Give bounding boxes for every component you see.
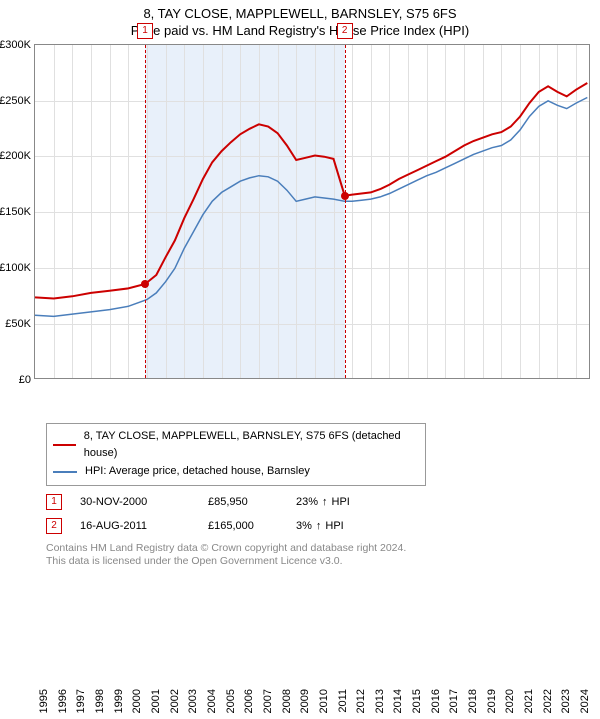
chart-plot-area: £0£50K£100K£150K£200K£250K£300K12 xyxy=(34,44,590,379)
x-tick-label: 2020 xyxy=(504,689,516,719)
footnote-line2: This data is licensed under the Open Gov… xyxy=(46,555,590,569)
x-tick-label: 2015 xyxy=(411,689,423,719)
x-tick-label: 2010 xyxy=(318,689,330,719)
x-tick-label: 2004 xyxy=(206,689,218,719)
sale-badge: 1 xyxy=(46,494,62,510)
chart-container: 8, TAY CLOSE, MAPPLEWELL, BARNSLEY, S75 … xyxy=(0,0,600,560)
marker-dot xyxy=(341,192,349,200)
x-tick-label: 2009 xyxy=(299,689,311,719)
sale-row: 2 16-AUG-2011 £165,000 3% ↑HPI xyxy=(46,518,590,534)
sale-delta-pct: 23% xyxy=(296,496,318,508)
x-tick-label: 2023 xyxy=(560,689,572,719)
chart-svg xyxy=(35,45,589,378)
y-tick-label: £0 xyxy=(0,374,31,386)
x-tick-label: 2001 xyxy=(150,689,162,719)
marker-badge: 1 xyxy=(137,23,153,39)
arrow-up-icon: ↑ xyxy=(316,520,322,532)
sales-list: 130-NOV-2000£85,95023%↑HPI216-AUG-2011£1… xyxy=(10,494,590,534)
sale-delta-vs: HPI xyxy=(332,496,350,508)
series-subject xyxy=(35,83,587,299)
chart-subtitle: Price paid vs. HM Land Registry's House … xyxy=(10,23,590,40)
x-tick-label: 2024 xyxy=(579,689,591,719)
x-tick-label: 1997 xyxy=(75,689,87,719)
x-tick-label: 1998 xyxy=(94,689,106,719)
legend-swatch xyxy=(53,444,76,446)
x-tick-label: 2007 xyxy=(262,689,274,719)
x-tick-label: 2016 xyxy=(430,689,442,719)
x-tick-label: 2011 xyxy=(337,689,349,719)
x-tick-label: 2019 xyxy=(486,689,498,719)
sale-delta-vs: HPI xyxy=(325,520,343,532)
x-tick-label: 2017 xyxy=(448,689,460,719)
sale-delta: 23% ↑ HPI xyxy=(296,496,350,508)
x-tick-label: 2021 xyxy=(523,689,535,719)
sale-price: £85,950 xyxy=(208,496,278,508)
marker-dot xyxy=(141,280,149,288)
y-tick-label: £200K xyxy=(0,150,31,162)
sale-delta: 3% ↑HPI xyxy=(296,520,344,532)
sale-date: 30-NOV-2000 xyxy=(80,496,190,508)
marker-line xyxy=(145,45,146,378)
y-tick-label: £100K xyxy=(0,262,31,274)
legend-label: 8, TAY CLOSE, MAPPLEWELL, BARNSLEY, S75 … xyxy=(84,428,419,463)
x-tick-label: 2000 xyxy=(131,689,143,719)
x-tick-label: 2003 xyxy=(187,689,199,719)
x-tick-label: 2005 xyxy=(225,689,237,719)
x-tick-label: 1996 xyxy=(57,689,69,719)
footnote-line1: Contains HM Land Registry data © Crown c… xyxy=(46,542,590,556)
y-tick-label: £150K xyxy=(0,206,31,218)
sale-delta-pct: 3% xyxy=(296,520,312,532)
legend-row: 8, TAY CLOSE, MAPPLEWELL, BARNSLEY, S75 … xyxy=(53,428,419,463)
legend-row: HPI: Average price, detached house, Barn… xyxy=(53,463,419,481)
x-tick-label: 1995 xyxy=(38,689,50,719)
marker-badge: 2 xyxy=(337,23,353,39)
sale-price: £165,000 xyxy=(208,520,278,532)
x-tick-label: 2022 xyxy=(542,689,554,719)
marker-line xyxy=(345,45,346,378)
titles: 8, TAY CLOSE, MAPPLEWELL, BARNSLEY, S75 … xyxy=(10,6,590,40)
sale-row: 1 30-NOV-2000 £85,950 23% ↑ HPI xyxy=(46,494,590,510)
y-tick-label: £50K xyxy=(0,318,31,330)
x-tick-label: 2006 xyxy=(243,689,255,719)
sale-badge: 2 xyxy=(46,518,62,534)
legend-label: HPI: Average price, detached house, Barn… xyxy=(85,463,310,481)
sale-date: 16-AUG-2011 xyxy=(80,520,190,532)
footnote: Contains HM Land Registry data © Crown c… xyxy=(46,542,590,569)
x-axis-ticks: 1995199619971998199920002001200220032004… xyxy=(34,379,590,417)
arrow-up-icon: ↑ xyxy=(322,496,328,508)
x-tick-label: 2012 xyxy=(355,689,367,719)
x-tick-label: 2014 xyxy=(392,689,404,719)
legend-box: 8, TAY CLOSE, MAPPLEWELL, BARNSLEY, S75 … xyxy=(46,423,426,486)
chart-title: 8, TAY CLOSE, MAPPLEWELL, BARNSLEY, S75 … xyxy=(10,6,590,23)
legend-swatch xyxy=(53,471,77,473)
x-tick-label: 2008 xyxy=(281,689,293,719)
x-tick-label: 2018 xyxy=(467,689,479,719)
x-tick-label: 2002 xyxy=(169,689,181,719)
chart-wrap: £0£50K£100K£150K£200K£250K£300K12 199519… xyxy=(10,44,590,417)
x-tick-label: 2013 xyxy=(374,689,386,719)
y-tick-label: £250K xyxy=(0,95,31,107)
x-tick-label: 1999 xyxy=(113,689,125,719)
y-tick-label: £300K xyxy=(0,39,31,51)
